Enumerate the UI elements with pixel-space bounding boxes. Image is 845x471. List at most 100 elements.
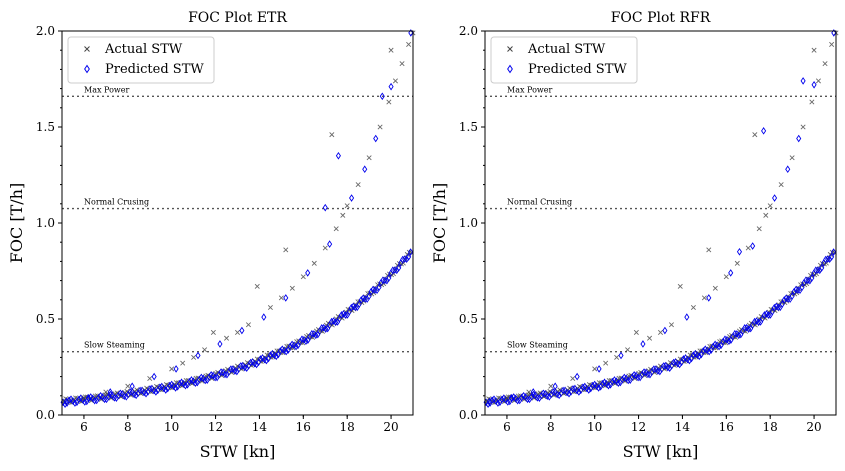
predicted-point bbox=[390, 266, 396, 274]
predicted-point bbox=[684, 313, 690, 321]
predicted-point bbox=[388, 82, 394, 91]
x-tick-label: 14 bbox=[675, 420, 691, 434]
actual-point bbox=[625, 347, 631, 353]
actual-point bbox=[191, 354, 197, 360]
actual-point bbox=[210, 329, 216, 335]
predicted-point bbox=[716, 342, 722, 351]
predicted-point bbox=[66, 396, 72, 405]
reference-line-label: Max Power bbox=[84, 85, 129, 94]
x-tick-label: 8 bbox=[547, 420, 555, 434]
chart-title: FOC Plot ETR bbox=[188, 10, 287, 26]
predicted-point bbox=[829, 253, 835, 261]
legend-box bbox=[490, 36, 638, 84]
predicted-point bbox=[625, 376, 631, 385]
predicted-point bbox=[228, 365, 234, 373]
y-axis-label: FOC [T/h] bbox=[430, 183, 449, 263]
x-tick-label: 6 bbox=[503, 420, 511, 434]
actual-point bbox=[603, 360, 609, 366]
predicted-point bbox=[313, 331, 319, 340]
actual-point bbox=[504, 395, 510, 401]
actual-point bbox=[811, 47, 817, 53]
predicted-point bbox=[408, 29, 414, 37]
predicted-point bbox=[352, 303, 358, 312]
predicted-point bbox=[576, 388, 582, 396]
predicted-point bbox=[765, 311, 771, 319]
predicted-point bbox=[732, 329, 738, 338]
legend-label: Actual STW bbox=[527, 42, 606, 57]
predicted-point bbox=[605, 381, 612, 390]
predicted-point bbox=[635, 373, 641, 382]
actual-point bbox=[657, 329, 664, 335]
legend: Actual STW Predicted STW bbox=[490, 36, 638, 84]
predicted-point bbox=[761, 311, 768, 319]
predicted-point bbox=[362, 295, 368, 303]
predicted-point bbox=[248, 358, 254, 367]
predicted-point bbox=[661, 362, 667, 370]
predicted-point bbox=[180, 379, 187, 388]
predicted-point bbox=[147, 385, 153, 393]
predicted-point bbox=[811, 80, 817, 89]
legend-label: Predicted STW bbox=[105, 62, 204, 77]
predicted-point bbox=[76, 395, 82, 404]
x-axis-label: STW [kn] bbox=[623, 442, 699, 461]
predicted-point bbox=[609, 377, 615, 386]
predicted-point bbox=[690, 351, 696, 359]
predicted-point bbox=[742, 324, 748, 332]
predicted-point bbox=[550, 388, 556, 396]
predicted-point bbox=[600, 379, 606, 388]
actual-point bbox=[734, 260, 740, 266]
legend: Actual STW Predicted STW bbox=[67, 36, 215, 84]
predicted-point bbox=[645, 370, 651, 379]
predicted-point bbox=[186, 377, 192, 386]
actual-point bbox=[756, 226, 762, 232]
predicted-point bbox=[618, 351, 624, 360]
predicted-point bbox=[489, 396, 495, 405]
actual-point bbox=[763, 212, 769, 218]
predicted-point bbox=[831, 248, 837, 256]
predicted-point bbox=[327, 240, 333, 248]
predicted-point bbox=[603, 379, 610, 388]
actual-point bbox=[745, 245, 751, 251]
actual-point bbox=[548, 383, 554, 389]
predicted-point bbox=[230, 365, 236, 373]
predicted-point bbox=[173, 384, 179, 392]
predicted-point bbox=[217, 340, 223, 348]
predicted-point bbox=[68, 395, 74, 403]
predicted-point bbox=[137, 386, 143, 395]
predicted-point bbox=[105, 392, 112, 401]
predicted-point bbox=[615, 379, 621, 387]
actual-point bbox=[392, 78, 398, 84]
predicted-point bbox=[791, 287, 797, 296]
predicted-point bbox=[309, 329, 315, 338]
predicted-point bbox=[167, 381, 173, 390]
predicted-point bbox=[151, 372, 157, 381]
legend-marker-actual bbox=[507, 46, 513, 52]
predicted-point bbox=[342, 311, 348, 319]
predicted-point bbox=[406, 253, 412, 261]
predicted-point bbox=[277, 347, 283, 355]
predicted-point bbox=[756, 318, 762, 327]
actual-point bbox=[180, 360, 186, 366]
predicted-point bbox=[752, 317, 758, 326]
actual-point bbox=[829, 41, 835, 47]
actual-point bbox=[406, 41, 412, 47]
legend-box bbox=[67, 36, 215, 84]
actual-point bbox=[103, 389, 109, 395]
predicted-point bbox=[574, 372, 580, 381]
predicted-point bbox=[70, 397, 76, 405]
x-tick-label: 10 bbox=[164, 420, 179, 434]
actual-point bbox=[234, 329, 241, 335]
predicted-point bbox=[728, 269, 734, 277]
predicted-point bbox=[831, 29, 837, 37]
predicted-point bbox=[779, 300, 785, 308]
predicted-point bbox=[795, 286, 801, 294]
predicted-point bbox=[303, 337, 309, 346]
predicted-point bbox=[305, 269, 311, 277]
predicted-point bbox=[566, 389, 572, 398]
actual-point bbox=[690, 304, 696, 310]
predicted-point bbox=[333, 318, 339, 327]
x-tick-label: 20 bbox=[383, 420, 398, 434]
actual-point bbox=[254, 283, 260, 289]
actual-point bbox=[355, 182, 361, 188]
